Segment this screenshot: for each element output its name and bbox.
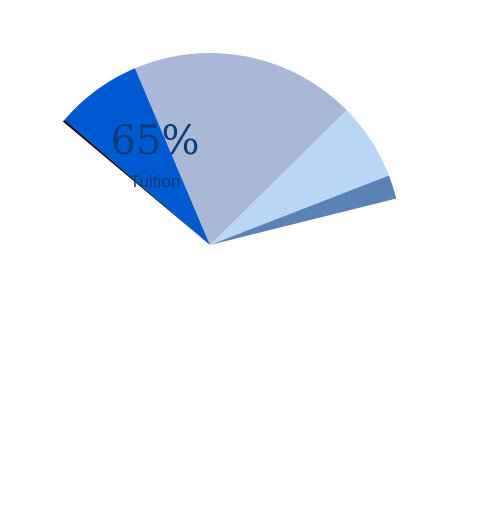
pie-slice-tuition [17, 121, 402, 438]
tuition-label: Tuition [129, 172, 181, 191]
pie-slice-unlabeled-2 [64, 68, 210, 246]
pie-slice-unlabeled-1 [62, 119, 211, 245]
slice-name-label: Grace Race [72, 450, 113, 485]
pie-slice-grace-race [210, 175, 397, 245]
slice-value-label: 6.5% [165, 388, 208, 408]
slice-name-label: Additional Funding [352, 394, 418, 429]
slice-value-label: 7.3% [338, 215, 381, 235]
pie-slice-gala [210, 110, 390, 245]
slice-value-label: 2% [94, 425, 121, 445]
slice-name-label: Gala [156, 444, 188, 461]
pie-slice-additional-funding [134, 53, 347, 245]
tuition-percent-label: 65% [110, 118, 200, 164]
slice-value-label: 19% [273, 322, 311, 342]
